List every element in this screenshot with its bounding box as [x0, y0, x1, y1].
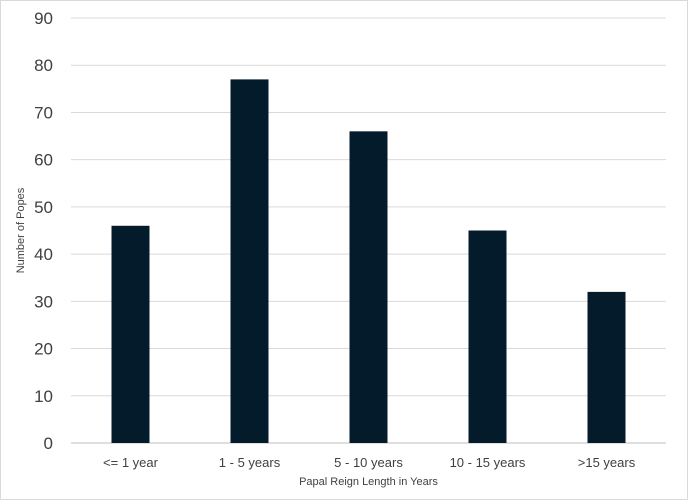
x-tick-label: >15 years — [578, 455, 636, 470]
bar-0 — [111, 225, 150, 443]
y-tick-label: 90 — [34, 9, 53, 28]
x-tick-label: 10 - 15 years — [450, 455, 526, 470]
y-axis-title: Number of Popes — [15, 187, 27, 273]
y-tick-label: 30 — [34, 292, 53, 311]
x-tick-label: <= 1 year — [103, 455, 159, 470]
x-tick-label: 5 - 10 years — [334, 455, 403, 470]
y-tick-label: 60 — [34, 151, 53, 170]
x-axis-title: Papal Reign Length in Years — [299, 476, 438, 488]
bar-2 — [349, 131, 388, 444]
y-tick-label: 80 — [34, 56, 53, 75]
y-tick-label: 0 — [44, 434, 53, 453]
x-tick-label: 1 - 5 years — [219, 455, 281, 470]
y-axis-ticks: 0 10 20 30 40 50 60 70 80 90 — [34, 9, 53, 453]
y-tick-label: 50 — [34, 198, 53, 217]
y-tick-label: 10 — [34, 387, 53, 406]
bar-1 — [230, 79, 269, 443]
y-tick-label: 70 — [34, 103, 53, 122]
bar-3 — [468, 230, 507, 443]
bars — [111, 79, 626, 444]
y-tick-label: 40 — [34, 245, 53, 264]
bar-4 — [587, 291, 626, 443]
x-axis-ticks: <= 1 year 1 - 5 years 5 - 10 years 10 - 15 … — [103, 455, 636, 470]
y-tick-label: 20 — [34, 340, 53, 359]
